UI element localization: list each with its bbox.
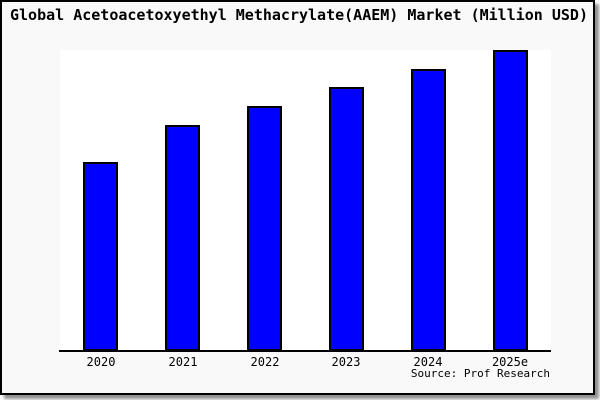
bar-2020 [83, 162, 118, 351]
bar-2021 [165, 125, 200, 351]
x-tick-label-2022: 2022 [250, 355, 280, 369]
x-tick-label-2025e: 2025e [491, 355, 529, 369]
chart-title: Global Acetoacetoxyethyl Methacrylate(AA… [10, 6, 588, 24]
bar-2023 [329, 87, 364, 351]
x-tick-label-2021: 2021 [168, 355, 198, 369]
bar-2024 [411, 69, 446, 351]
x-tick-label-2024: 2024 [413, 355, 443, 369]
source-credit: Source: Prof Research [410, 367, 550, 380]
x-axis-line [59, 350, 551, 352]
plot-area [60, 50, 551, 351]
x-tick-label-2023: 2023 [331, 355, 361, 369]
x-tick-label-2020: 2020 [86, 355, 116, 369]
bar-2022 [247, 106, 282, 351]
bar-2025e [493, 50, 528, 351]
